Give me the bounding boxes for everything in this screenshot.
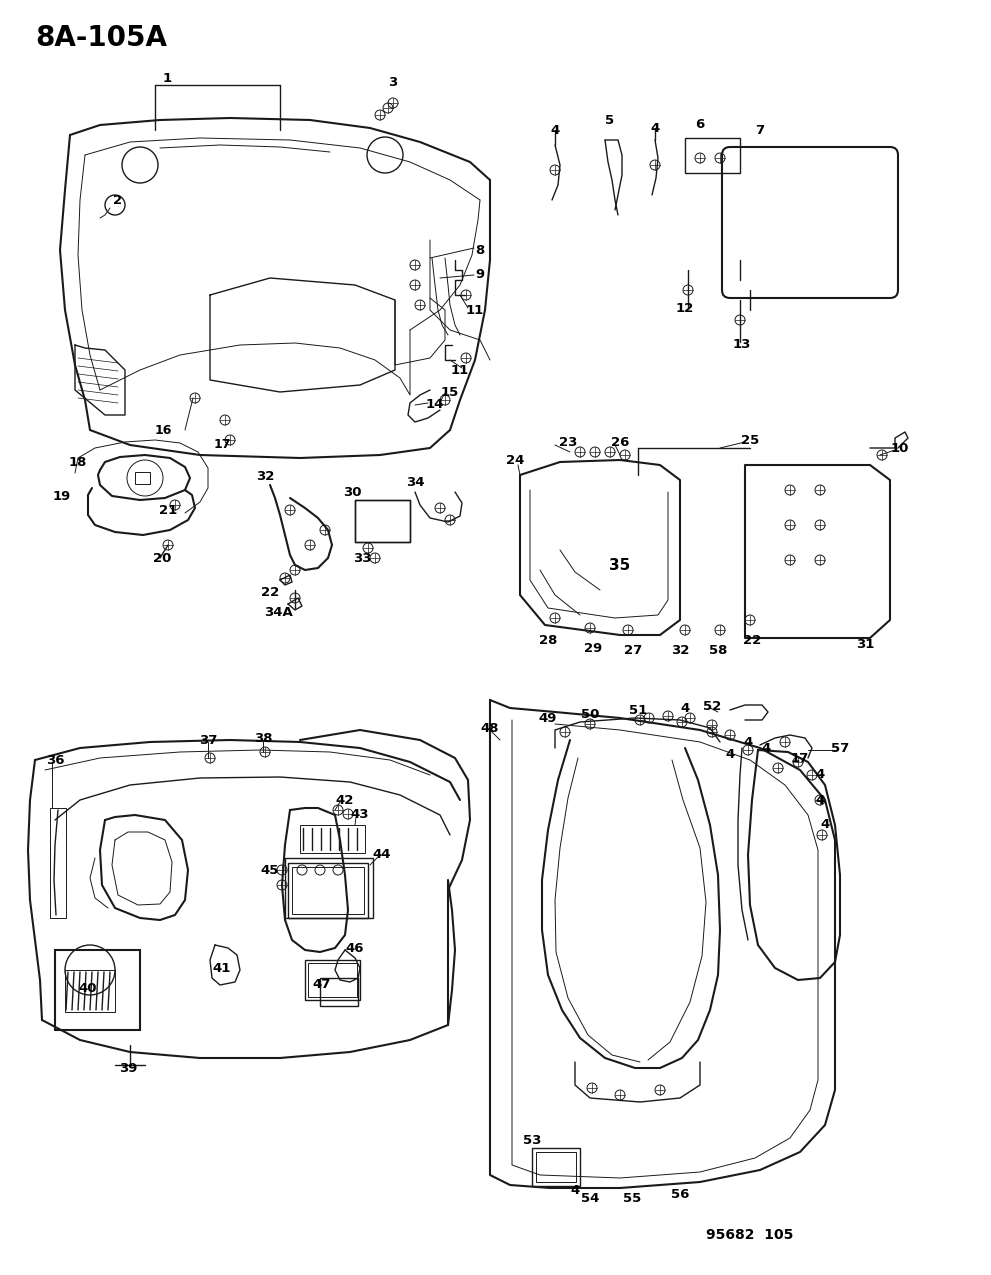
Text: 25: 25 [741, 434, 759, 446]
Text: 2: 2 [113, 194, 123, 207]
Text: 34: 34 [405, 476, 424, 488]
Text: 48: 48 [481, 722, 499, 734]
Text: 11: 11 [466, 303, 485, 316]
Text: 4: 4 [816, 769, 825, 782]
Text: 47: 47 [313, 978, 331, 992]
Text: 4: 4 [681, 701, 690, 714]
Text: 40: 40 [78, 982, 97, 994]
Text: 24: 24 [505, 454, 524, 467]
Text: 19: 19 [53, 490, 71, 502]
Text: 27: 27 [624, 644, 642, 657]
Text: 51: 51 [629, 704, 647, 717]
Text: 28: 28 [539, 634, 557, 646]
Text: 15: 15 [441, 386, 459, 399]
Text: 29: 29 [584, 641, 603, 654]
Text: 17: 17 [791, 751, 809, 765]
Text: 57: 57 [830, 742, 849, 755]
Text: 4: 4 [550, 124, 560, 136]
Text: 39: 39 [119, 1062, 137, 1075]
Bar [308, 963, 357, 997]
Text: 9: 9 [476, 269, 485, 282]
Text: 26: 26 [610, 436, 629, 449]
Text: 7: 7 [755, 124, 765, 136]
Text: 31: 31 [856, 639, 874, 652]
Bar [50, 808, 66, 918]
Text: 4: 4 [743, 736, 752, 748]
Bar [355, 500, 410, 542]
Text: 22: 22 [261, 585, 279, 598]
Text: 50: 50 [581, 708, 600, 720]
Text: 18: 18 [68, 455, 87, 468]
Bar [532, 1148, 580, 1186]
Bar [65, 970, 115, 1012]
Text: 12: 12 [676, 301, 694, 315]
Text: 4: 4 [650, 121, 660, 134]
Text: 10: 10 [891, 441, 909, 454]
Text: 32: 32 [671, 644, 689, 657]
Text: 32: 32 [256, 470, 275, 483]
Text: 4: 4 [821, 819, 829, 831]
Bar [320, 978, 358, 1006]
Text: 53: 53 [523, 1133, 541, 1146]
Text: 1: 1 [163, 71, 171, 84]
Text: 13: 13 [732, 338, 751, 352]
Text: 38: 38 [254, 732, 273, 745]
Text: 52: 52 [703, 700, 721, 713]
Bar [536, 1153, 576, 1182]
Text: 14: 14 [426, 399, 444, 412]
Text: 54: 54 [581, 1192, 600, 1205]
Text: 4: 4 [725, 748, 734, 761]
Text: 21: 21 [159, 504, 177, 516]
Text: 4: 4 [816, 793, 825, 807]
Text: 58: 58 [709, 644, 727, 657]
Text: 56: 56 [671, 1188, 689, 1201]
Text: 4: 4 [571, 1183, 580, 1196]
Text: 95682  105: 95682 105 [707, 1228, 794, 1242]
Text: 30: 30 [343, 486, 362, 499]
Text: 36: 36 [46, 754, 64, 766]
Text: 42: 42 [336, 793, 354, 807]
Bar [285, 858, 373, 918]
Text: 41: 41 [213, 961, 231, 974]
Text: 11: 11 [451, 363, 469, 376]
Text: 49: 49 [539, 711, 557, 724]
Bar [288, 863, 368, 918]
Text: 43: 43 [351, 808, 370, 821]
Text: 8: 8 [476, 244, 485, 256]
Text: 44: 44 [373, 848, 391, 862]
Text: 37: 37 [199, 733, 217, 746]
Text: 17: 17 [213, 439, 231, 451]
Text: 33: 33 [353, 552, 372, 565]
Text: 35: 35 [609, 557, 630, 572]
Text: 20: 20 [153, 552, 171, 565]
Bar [292, 867, 364, 914]
Text: 23: 23 [559, 436, 577, 449]
Text: 34A: 34A [264, 606, 292, 618]
Bar [135, 472, 150, 484]
Text: 22: 22 [743, 634, 761, 646]
Text: 55: 55 [623, 1192, 641, 1205]
Bar [300, 825, 365, 853]
Bar [305, 960, 360, 1000]
Text: 4: 4 [761, 742, 771, 755]
Text: 45: 45 [261, 863, 279, 876]
Text: 5: 5 [606, 113, 614, 126]
Text: 6: 6 [696, 119, 705, 131]
Bar [685, 138, 740, 173]
Text: 46: 46 [346, 941, 365, 955]
Text: 8A-105A: 8A-105A [35, 24, 167, 52]
Bar [55, 950, 140, 1030]
Text: 16: 16 [155, 423, 171, 436]
Text: 3: 3 [388, 76, 397, 89]
